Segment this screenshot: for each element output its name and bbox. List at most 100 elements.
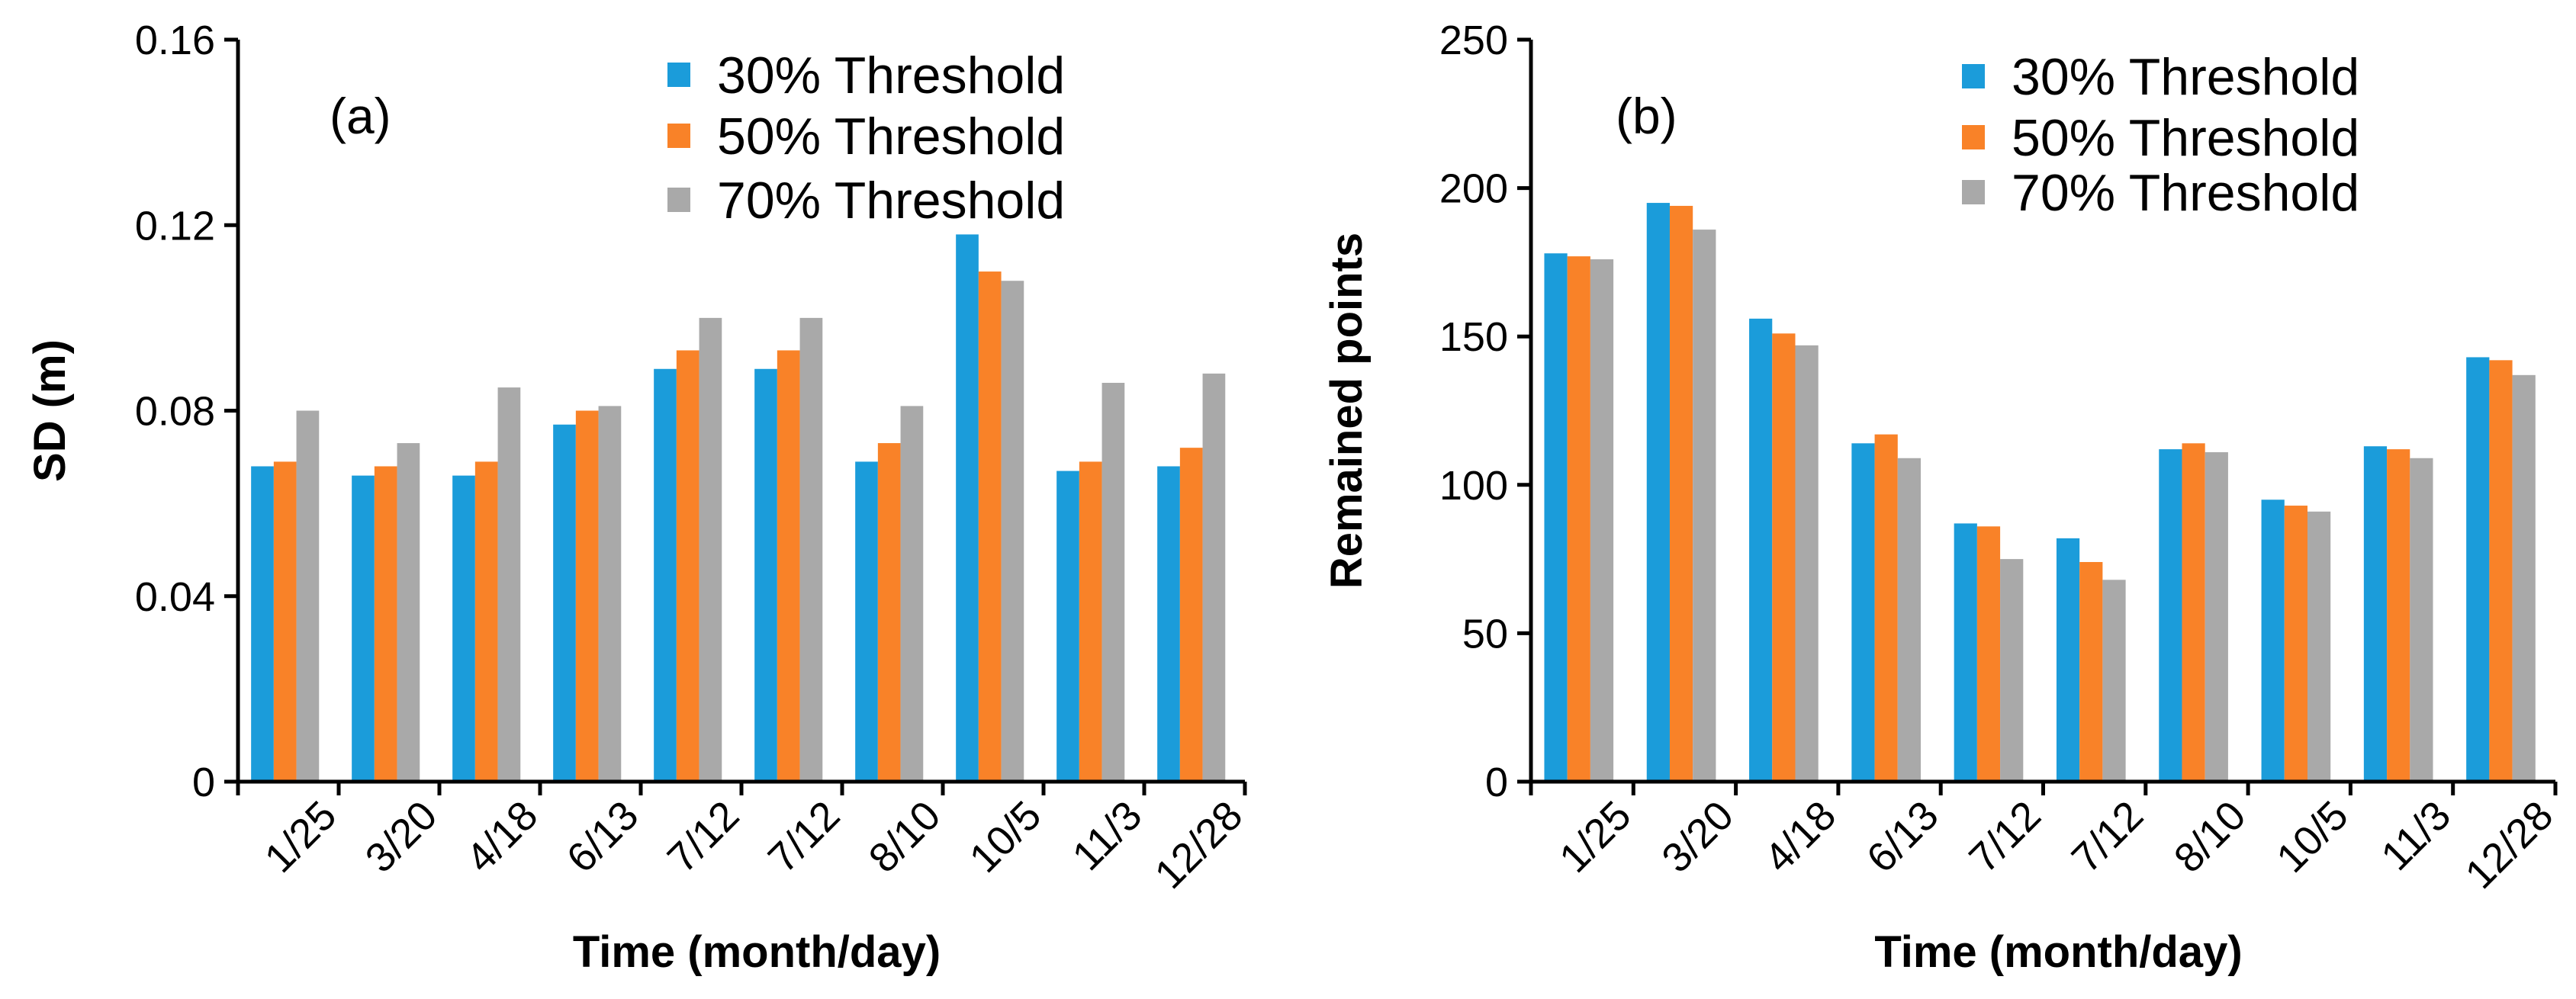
- xtick-label-a-5: 7/12: [760, 792, 849, 882]
- legend-label-a-1: 50% Threshold: [717, 108, 1065, 165]
- xtick-label-a-2: 4/18: [458, 792, 547, 882]
- bar-a-s2-c8: [1101, 383, 1125, 782]
- bar-b-s0-c3: [1851, 443, 1875, 782]
- ytick-label-a-1: 0.04: [135, 574, 215, 620]
- legend-swatch-a-2: [667, 188, 690, 212]
- xtick-label-b-2: 4/18: [1756, 792, 1845, 882]
- bar-a-s0-c4: [654, 368, 677, 782]
- bar-b-s2-c9: [2512, 374, 2536, 782]
- bar-b-s2-c2: [1795, 345, 1819, 782]
- xtick-label-b-3: 6/13: [1858, 792, 1947, 882]
- legend-swatch-a-0: [667, 63, 690, 87]
- legend-swatch-a-1: [667, 124, 690, 148]
- bar-a-s0-c5: [754, 368, 777, 782]
- bar-b-s1-c1: [1669, 205, 1693, 782]
- chart-panel-a: 00.040.080.120.161/25 3/20 4/18 6/13 7/12 7/1…: [25, 18, 1251, 977]
- bar-b-s1-c5: [2079, 561, 2103, 782]
- bar-b-s0-c0: [1544, 253, 1568, 782]
- ytick-label-b-0: 0: [1485, 760, 1508, 805]
- xtick-label-b-9: 12/28: [2457, 792, 2562, 898]
- bar-b-s1-c0: [1567, 256, 1590, 782]
- legend-label-b-0: 30% Threshold: [2012, 48, 2359, 106]
- legend-label-a-2: 70% Threshold: [717, 172, 1065, 230]
- bar-b-s0-c9: [2466, 357, 2490, 782]
- bar-a-s1-c8: [1079, 461, 1102, 782]
- bar-b-s0-c8: [2363, 446, 2388, 782]
- ytick-label-b-5: 250: [1439, 18, 1508, 63]
- bar-a-s2-c2: [497, 387, 521, 782]
- bar-a-s1-c4: [676, 350, 699, 782]
- bar-b-s1-c3: [1874, 434, 1898, 782]
- bar-b-s2-c3: [1897, 458, 1922, 782]
- bar-b-s0-c7: [2261, 500, 2285, 782]
- bar-b-s2-c1: [1693, 230, 1716, 782]
- xtick-label-a-0: 1/25: [256, 792, 346, 882]
- panel-label-a: (a): [330, 88, 391, 144]
- bar-b-s2-c0: [1590, 259, 1614, 782]
- bar-a-s0-c8: [1056, 471, 1079, 782]
- xtick-label-b-4: 7/12: [1960, 792, 2050, 882]
- bar-a-s0-c0: [251, 466, 274, 782]
- ytick-label-a-0: 0: [192, 760, 215, 805]
- legend-label-b-1: 50% Threshold: [2012, 109, 2359, 167]
- ytick-label-a-4: 0.16: [135, 18, 215, 63]
- bar-a-s0-c9: [1157, 466, 1180, 782]
- bar-a-s2-c0: [296, 410, 320, 782]
- legend-swatch-b-0: [1962, 64, 1985, 88]
- xtick-label-a-7: 10/5: [961, 792, 1050, 882]
- bar-b-s2-c6: [2205, 451, 2228, 782]
- legend-swatch-b-1: [1962, 125, 1985, 149]
- bar-a-s1-c1: [374, 466, 397, 782]
- bar-a-s2-c3: [598, 406, 622, 782]
- bar-a-s1-c5: [777, 350, 800, 782]
- bar-a-s1-c0: [273, 461, 297, 782]
- xtick-label-b-1: 3/20: [1653, 792, 1742, 882]
- ylabel-a: SD (m): [25, 339, 75, 482]
- xtick-label-a-3: 6/13: [558, 792, 648, 882]
- xtick-label-a-6: 8/10: [860, 792, 950, 882]
- legend-swatch-b-2: [1962, 180, 1985, 204]
- bar-b-s1-c4: [1976, 526, 2001, 782]
- bar-a-s0-c7: [956, 234, 979, 782]
- panel-label-b: (b): [1616, 88, 1677, 144]
- bar-a-s2-c9: [1202, 373, 1226, 782]
- xtick-label-b-5: 7/12: [2063, 792, 2153, 882]
- bar-b-s0-c5: [2056, 538, 2080, 782]
- bar-a-s0-c2: [452, 475, 475, 782]
- xlabel-b: Time (month/day): [1874, 927, 2242, 977]
- xtick-label-b-7: 10/5: [2268, 792, 2357, 882]
- xtick-label-a-8: 11/3: [1064, 792, 1151, 879]
- bar-a-s2-c7: [1001, 281, 1024, 782]
- bar-b-s1-c6: [2182, 443, 2205, 782]
- bar-a-s2-c5: [799, 317, 823, 782]
- xtick-label-b-6: 8/10: [2166, 792, 2255, 882]
- bar-a-s2-c4: [699, 317, 722, 782]
- bar-b-s1-c9: [2489, 360, 2513, 782]
- ytick-label-b-1: 50: [1462, 611, 1508, 657]
- bar-b-s2-c7: [2307, 511, 2331, 782]
- bar-a-s0-c1: [352, 475, 375, 782]
- bar-b-s0-c2: [1749, 318, 1773, 782]
- bar-a-s1-c3: [575, 410, 599, 782]
- xtick-label-a-4: 7/12: [659, 792, 748, 882]
- ytick-label-b-4: 200: [1439, 166, 1508, 212]
- ytick-label-b-2: 100: [1439, 463, 1508, 509]
- bar-b-s1-c8: [2387, 449, 2410, 782]
- xtick-label-b-8: 11/3: [2372, 792, 2459, 879]
- bar-a-s2-c1: [397, 443, 420, 782]
- bar-a-s0-c6: [855, 461, 878, 782]
- bar-b-s2-c5: [2102, 580, 2126, 782]
- bar-b-s1-c7: [2284, 506, 2307, 782]
- ytick-label-b-3: 150: [1439, 314, 1508, 360]
- legend-label-b-2: 70% Threshold: [2012, 164, 2359, 222]
- xtick-label-b-0: 1/25: [1551, 792, 1640, 882]
- bar-a-s1-c7: [978, 271, 1002, 782]
- bar-b-s2-c4: [2000, 559, 2024, 782]
- bar-b-s0-c1: [1646, 203, 1670, 782]
- ylabel-b: Remained points: [1322, 233, 1372, 589]
- xtick-label-a-9: 12/28: [1146, 792, 1252, 898]
- bar-a-s1-c2: [474, 461, 498, 782]
- ytick-label-a-3: 0.12: [135, 203, 215, 249]
